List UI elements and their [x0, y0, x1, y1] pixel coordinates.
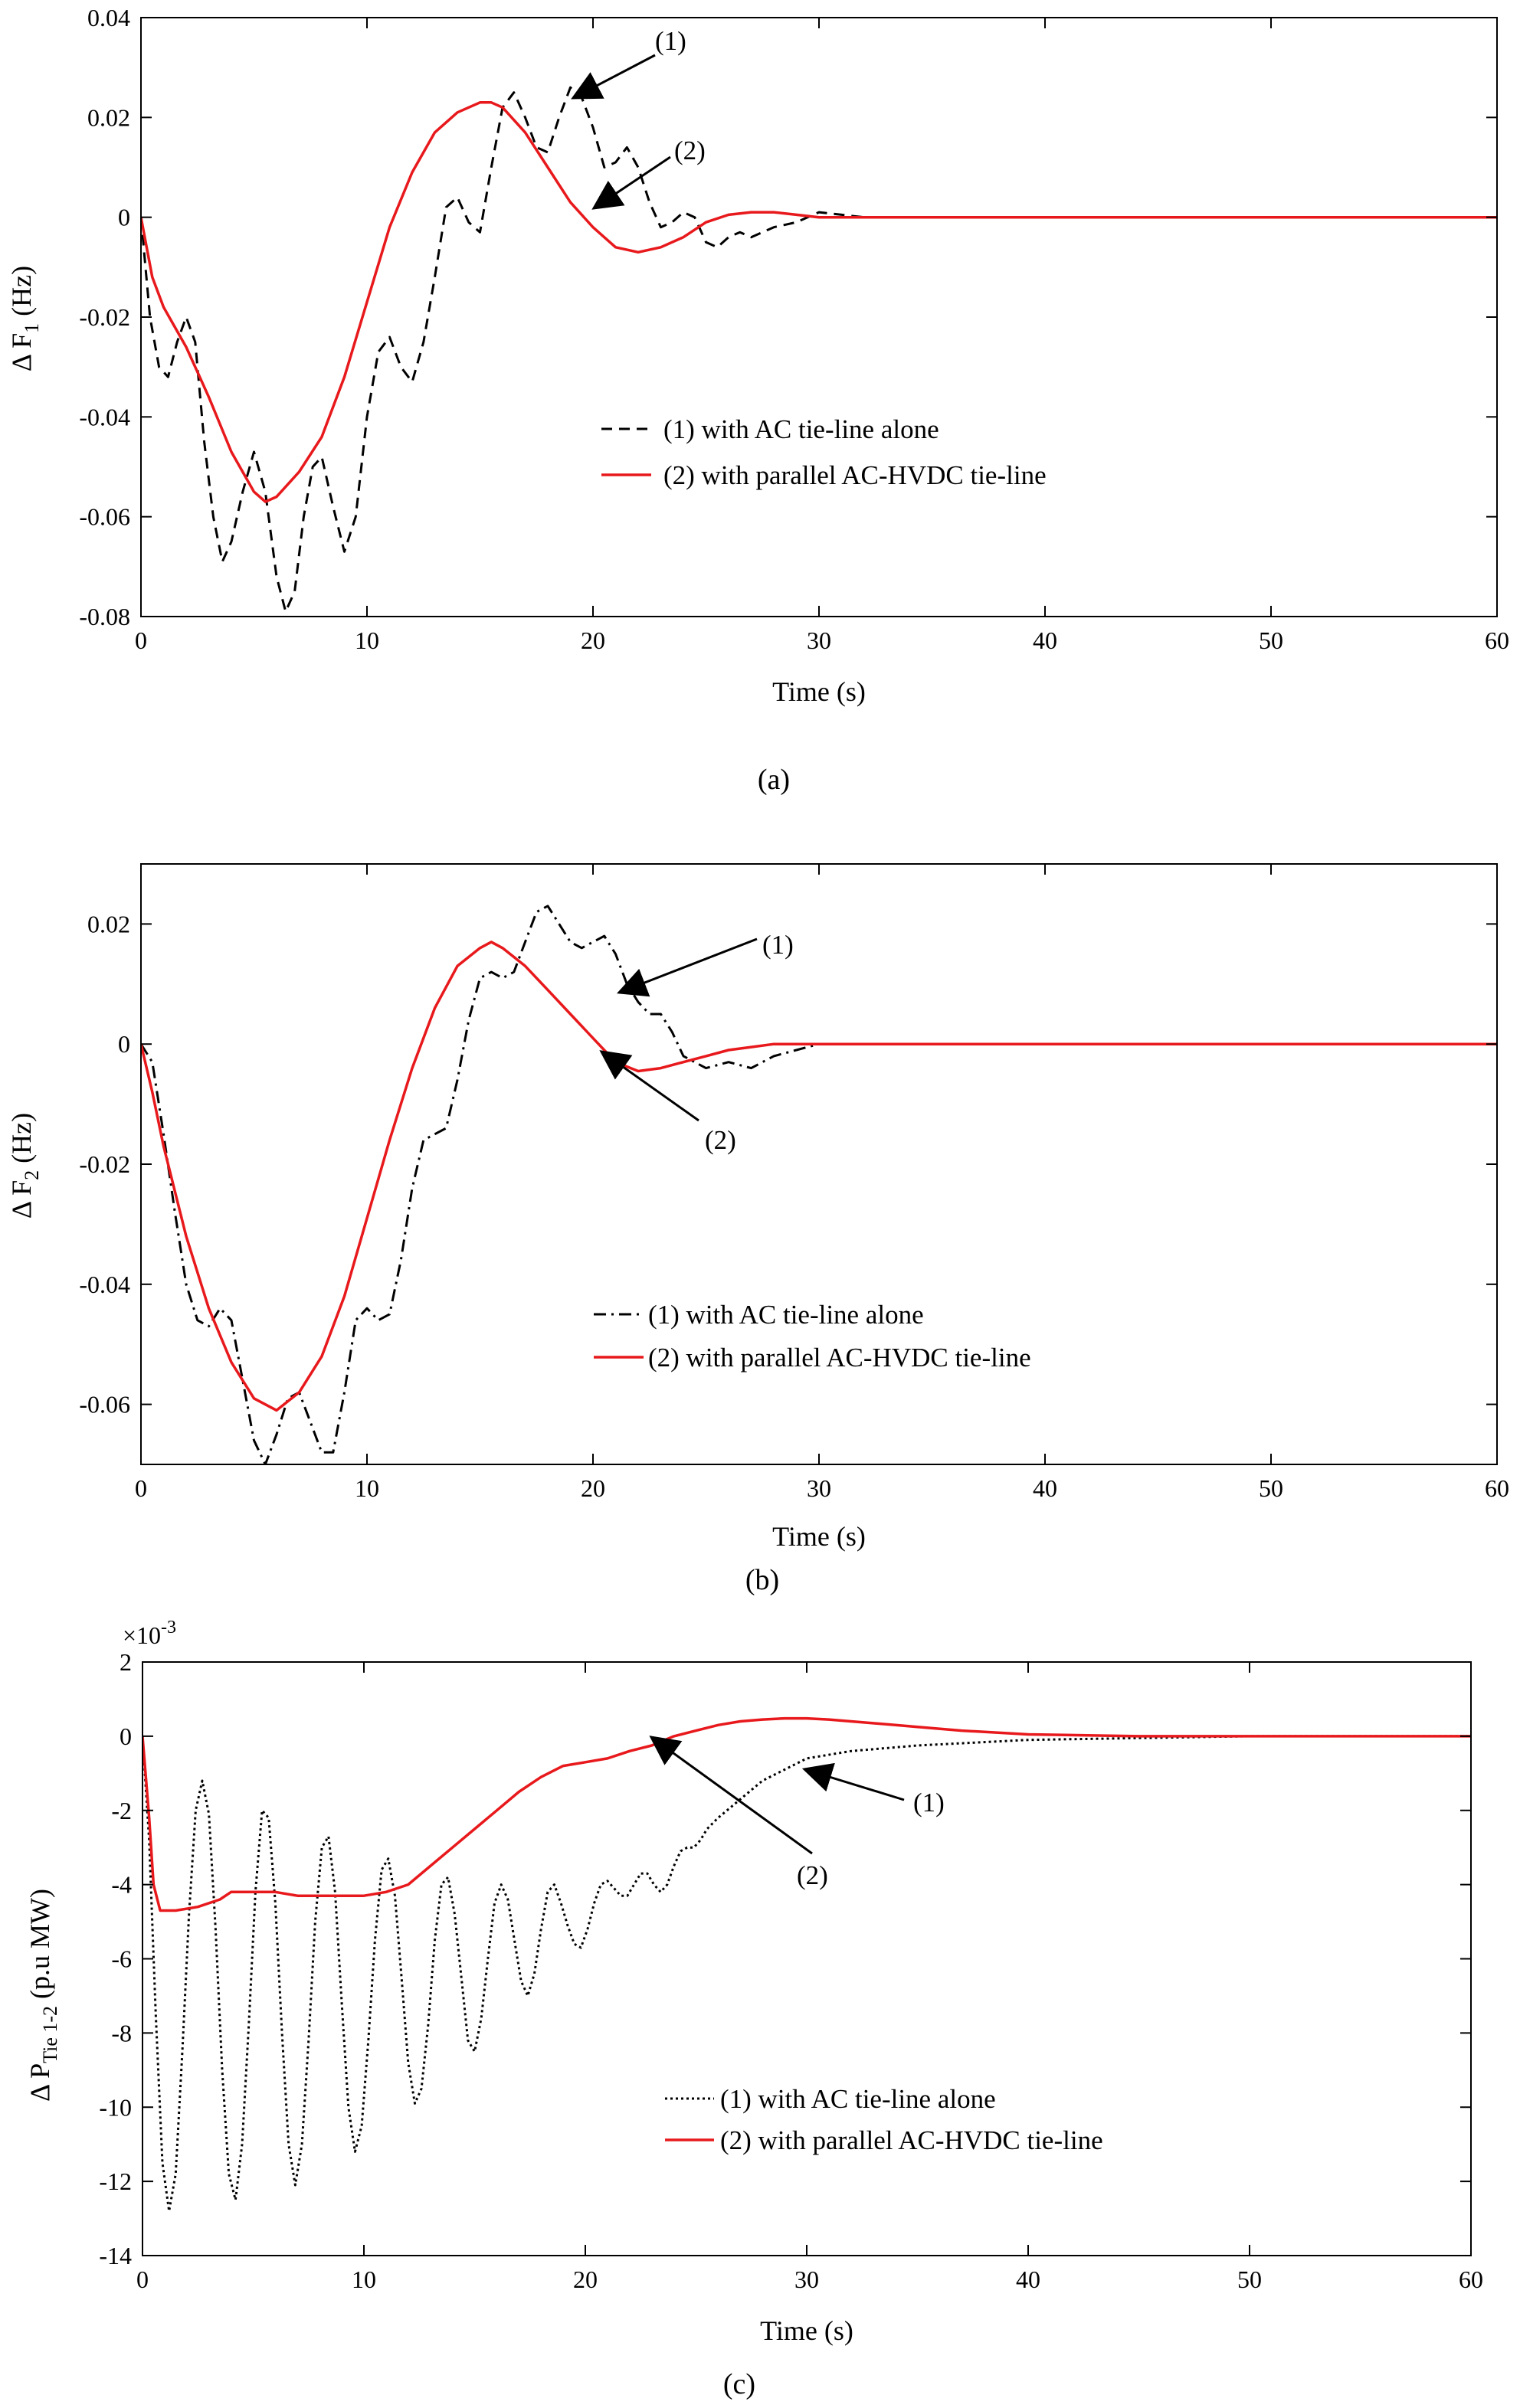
- chart-c-xtick-label: 50: [1237, 2266, 1262, 2293]
- chart-b-xlabel: Time (s): [772, 1521, 866, 1552]
- chart-c-ytick-label: -10: [99, 2093, 132, 2121]
- annotation-c-label-1: (1): [913, 1788, 945, 1817]
- legend-c-label-2: (2) with parallel AC-HVDC tie-line: [720, 2125, 1103, 2155]
- chart-c-axes: 0 10 20 30 40 50 60 -14 -12 -10 -8 -6 -4 -2 0 2: [99, 1648, 1483, 2293]
- chart-a-caption: (a): [758, 764, 790, 796]
- chart-b-annotations: (1) (2): [599, 930, 794, 1155]
- chart-b-series: [141, 905, 1497, 1464]
- chart-a-frame: [140, 17, 1498, 617]
- chart-a-xtick-label: 40: [1033, 627, 1057, 654]
- annotation-b-arrow-2: [599, 1050, 699, 1122]
- chart-c-series-line-1: [142, 1735, 1471, 2213]
- chart-b-legend: (1) with AC tie-line alone (2) with para…: [578, 1291, 1184, 1386]
- legend-b-box: [578, 1291, 1184, 1386]
- chart-a-xlabel: Time (s): [772, 676, 866, 707]
- chart-b-ytick-label: 0: [118, 1030, 130, 1058]
- chart-c: 0 10 20 30 40 50 60 -14 -12 -10 -8 -6 -4 -2 0 2 ×10-3 (…: [25, 1618, 1483, 2400]
- chart-b-series-line-2: [141, 941, 1497, 1412]
- chart-a-ytick-label: -0.04: [79, 403, 130, 430]
- annotation-c-label-2: (2): [797, 1860, 828, 1890]
- chart-c-xtick-label: 20: [573, 2266, 598, 2293]
- chart-b-xtick-label: 0: [135, 1474, 147, 1502]
- chart-b-xtick-label: 50: [1259, 1474, 1283, 1502]
- chart-a-ytick-label: 0: [118, 204, 130, 231]
- chart-a-legend: (1) with AC tie-line alone (2) with para…: [582, 398, 1180, 498]
- chart-a-xtick-label: 60: [1485, 627, 1509, 654]
- chart-a-ytick-label: 0.02: [87, 103, 130, 131]
- chart-a-axes: 0 10 20 30 40 50 60 -0.08 -0.06 -0.04 -0.02 0 0.02 0.…: [79, 4, 1509, 654]
- chart-a-xtick-label: 20: [581, 627, 605, 654]
- chart-b-ytick-label: 0.02: [87, 910, 130, 937]
- annotation-a-label-1: (1): [655, 26, 686, 56]
- chart-c-series: [142, 1716, 1471, 2213]
- legend-a-label-1: (1) with AC tie-line alone: [663, 414, 939, 444]
- chart-a-xtick-label: 0: [135, 627, 147, 654]
- legend-c-box: [651, 2068, 1249, 2164]
- legend-c-label-1: (1) with AC tie-line alone: [720, 2084, 996, 2114]
- chart-b-xtick-label: 20: [581, 1474, 605, 1502]
- chart-b-xtick-label: 30: [807, 1474, 831, 1502]
- chart-a-series: [141, 86, 1497, 613]
- annotation-b-label-2: (2): [705, 1125, 736, 1155]
- chart-c-caption: (c): [723, 2368, 755, 2400]
- annotation-a-label-2: (2): [674, 136, 706, 165]
- chart-a-xtick-label: 30: [807, 627, 831, 654]
- chart-b: 0 10 20 30 40 50 60 -0.06 -0.04 -0.02 0 0.02 (1) wi…: [6, 863, 1509, 1596]
- chart-c-ytick-label: 2: [120, 1648, 132, 1676]
- chart-a: 0 10 20 30 40 50 60 -0.08 -0.06 -0.04 -0.02 0 0.02 0.…: [6, 4, 1509, 796]
- chart-c-xtick-label: 0: [136, 2266, 149, 2293]
- chart-c-ytick-label: 0: [120, 1723, 132, 1750]
- chart-b-ytick-label: -0.04: [79, 1271, 130, 1298]
- legend-b-label-1: (1) with AC tie-line alone: [648, 1300, 924, 1330]
- chart-b-ylabel: Δ F2 (Hz): [6, 1113, 43, 1219]
- chart-a-xtick-label: 10: [355, 627, 379, 654]
- chart-c-annotations: (1) (2): [649, 1736, 945, 1890]
- chart-b-xtick-label: 10: [355, 1474, 379, 1502]
- chart-b-xtick-label: 60: [1485, 1474, 1509, 1502]
- chart-c-ytick-label: -2: [111, 1797, 132, 1824]
- chart-c-ylabel: Δ PTie 1-2 (p.u MW): [25, 1889, 61, 2102]
- annotation-b-label-1: (1): [762, 930, 794, 960]
- chart-a-ytick-label: -0.06: [79, 503, 130, 531]
- chart-a-ylabel: Δ F1 (Hz): [6, 266, 43, 371]
- chart-c-ytick-label: -12: [99, 2168, 132, 2195]
- chart-a-series-line-2: [141, 101, 1497, 503]
- chart-c-series-line-2: [142, 1716, 1471, 1912]
- chart-a-annotations: (1) (2): [571, 26, 706, 210]
- chart-c-xtick-label: 40: [1016, 2266, 1040, 2293]
- legend-a-label-2: (2) with parallel AC-HVDC tie-line: [663, 460, 1047, 490]
- annotation-a-arrow-1: [571, 54, 656, 100]
- chart-b-axes: 0 10 20 30 40 50 60 -0.06 -0.04 -0.02 0 0.02: [79, 863, 1509, 1502]
- chart-c-xtick-label: 60: [1459, 2266, 1483, 2293]
- chart-c-xtick-label: 10: [352, 2266, 376, 2293]
- chart-a-ytick-label: 0.04: [87, 4, 130, 31]
- chart-a-xtick-label: 50: [1259, 627, 1283, 654]
- chart-a-series-line-1: [141, 86, 1497, 613]
- chart-b-ytick-label: -0.06: [79, 1391, 130, 1418]
- chart-b-series-line-1: [141, 905, 1497, 1464]
- chart-b-xtick-label: 40: [1033, 1474, 1057, 1502]
- chart-c-exponent: ×10-3: [123, 1618, 176, 1649]
- chart-a-ytick-label: -0.08: [79, 603, 130, 630]
- chart-c-xtick-label: 30: [794, 2266, 819, 2293]
- chart-c-frame: [142, 1661, 1472, 2256]
- chart-b-ytick-label: -0.02: [79, 1150, 130, 1178]
- legend-b-label-2: (2) with parallel AC-HVDC tie-line: [648, 1343, 1031, 1372]
- annotation-c-arrow-1: [801, 1762, 905, 1801]
- annotation-b-arrow-1: [616, 937, 758, 997]
- chart-c-legend: (1) with AC tie-line alone (2) with para…: [651, 2068, 1249, 2164]
- annotation-a-arrow-2: [591, 155, 671, 210]
- chart-b-caption: (b): [745, 1564, 779, 1596]
- annotation-c-arrow-2: [649, 1736, 813, 1855]
- chart-a-ytick-label: -0.02: [79, 303, 130, 331]
- chart-c-ytick-label: -4: [111, 1871, 132, 1899]
- chart-c-xlabel: Time (s): [760, 2315, 853, 2346]
- chart-c-ytick-label: -14: [99, 2242, 132, 2269]
- legend-a-box: [582, 398, 1180, 498]
- chart-c-ytick-label: -8: [111, 2019, 132, 2046]
- chart-c-ytick-label: -6: [111, 1945, 132, 1973]
